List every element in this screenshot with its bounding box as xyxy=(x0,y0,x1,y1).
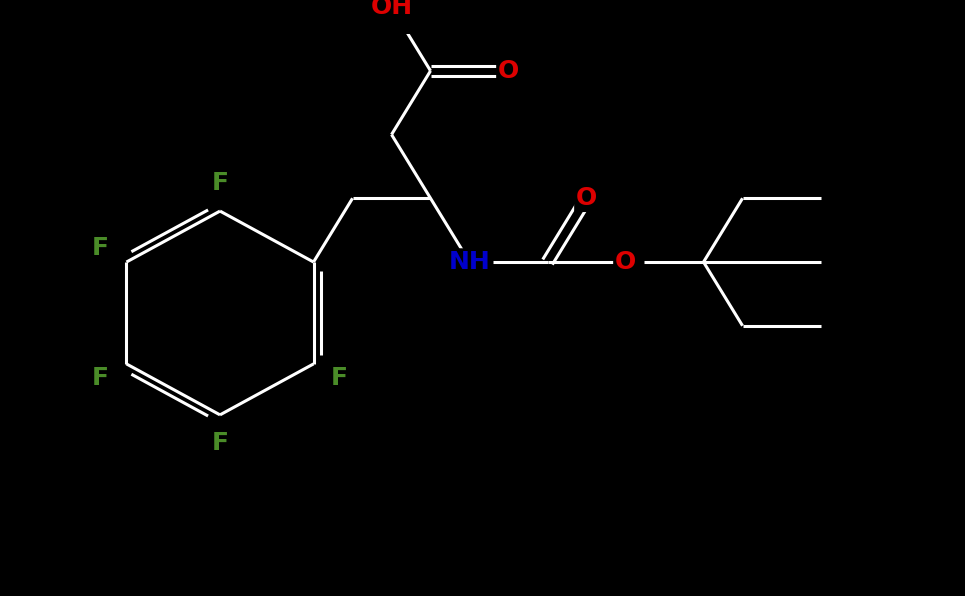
Text: F: F xyxy=(211,431,229,455)
Text: NH: NH xyxy=(449,250,490,274)
Text: F: F xyxy=(92,236,109,260)
Text: F: F xyxy=(211,171,229,195)
Text: F: F xyxy=(92,366,109,390)
Text: O: O xyxy=(615,250,636,274)
Text: O: O xyxy=(498,59,519,83)
Text: OH: OH xyxy=(371,0,413,19)
Text: F: F xyxy=(331,366,348,390)
Text: O: O xyxy=(576,187,597,210)
